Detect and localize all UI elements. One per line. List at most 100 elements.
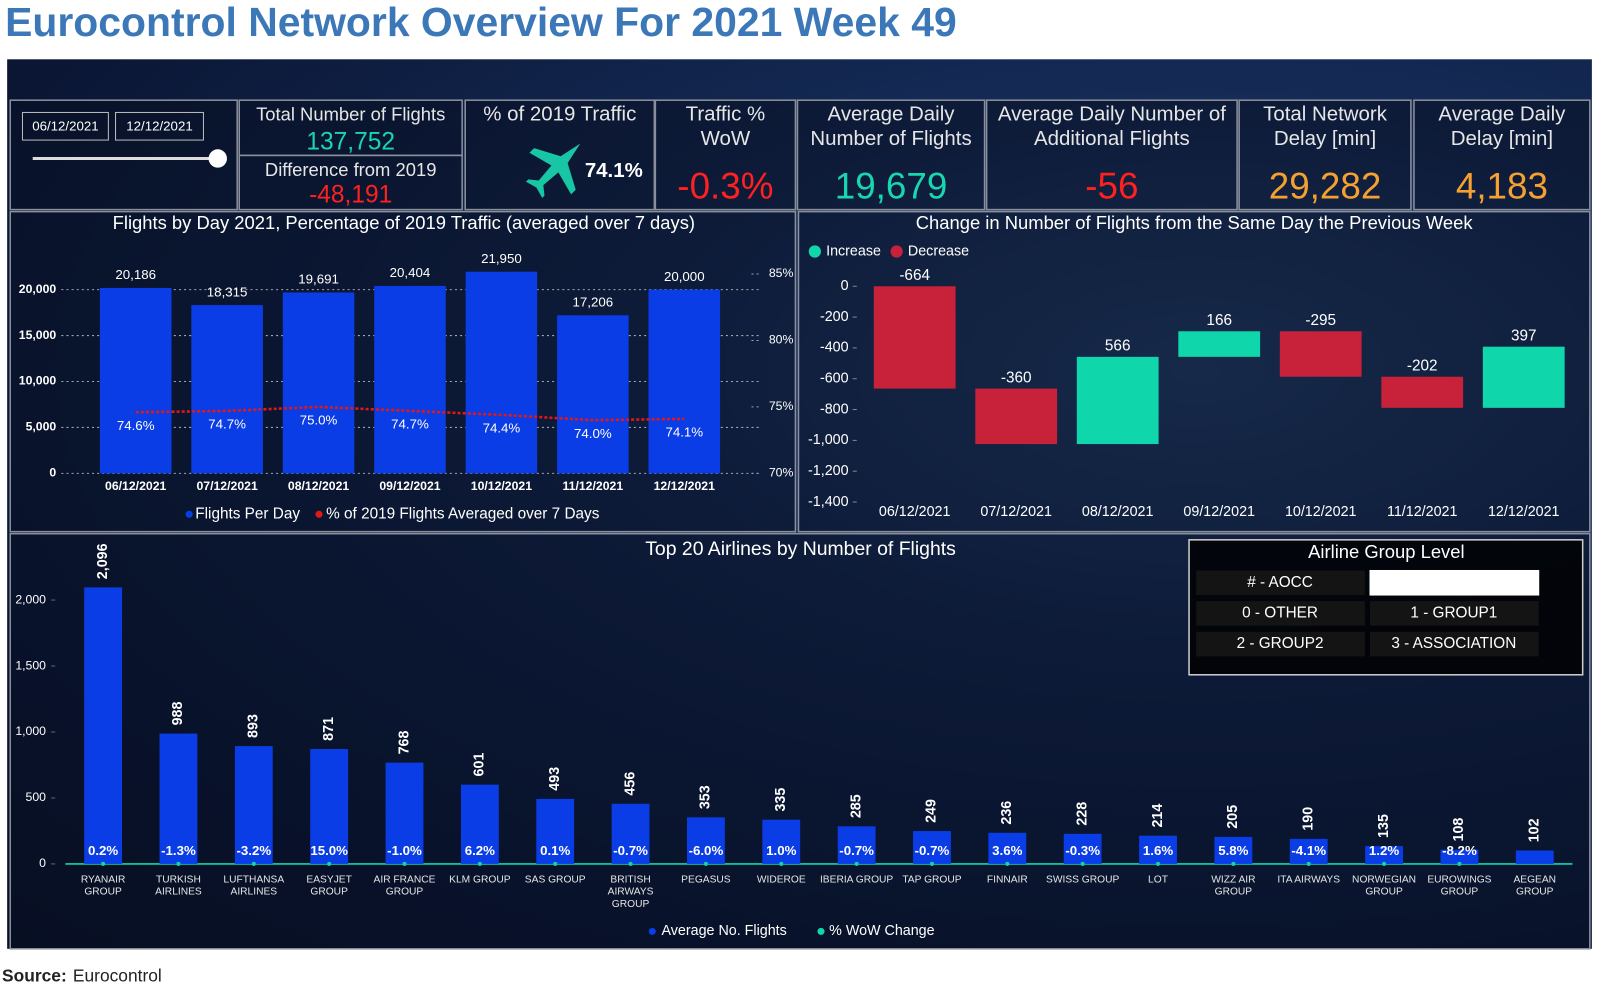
bar-value-label: 17,206 bbox=[573, 295, 614, 310]
slicer-option-label[interactable]: 2 - GROUP2 bbox=[1237, 635, 1324, 652]
wow-point bbox=[1306, 861, 1311, 866]
x-tick-label: SAS GROUP bbox=[524, 874, 586, 886]
legend-marker bbox=[648, 927, 656, 935]
bar bbox=[234, 746, 273, 864]
y-tick-label: 1,000 bbox=[15, 724, 46, 738]
kpi-card bbox=[464, 99, 656, 211]
legend-label: % WoW Change bbox=[829, 923, 934, 939]
x-tick-label: 08/12/2021 bbox=[288, 479, 349, 493]
y-tick-label: 10,000 bbox=[19, 374, 57, 388]
legend-marker bbox=[185, 510, 193, 518]
wow-point bbox=[1382, 861, 1387, 866]
waterfall-bar bbox=[1178, 331, 1261, 357]
line bbox=[135, 405, 685, 422]
bar-value-label: 493 bbox=[547, 767, 563, 791]
x-tick-label: 12/12/2021 bbox=[654, 479, 715, 493]
slicer-option[interactable] bbox=[1369, 569, 1540, 596]
bar bbox=[687, 817, 725, 864]
slicer-option-label[interactable]: 3 - ASSOCIATION bbox=[1391, 635, 1516, 652]
slicer-option-label[interactable]: 0 - OTHER bbox=[1242, 604, 1318, 621]
bar-value-label: 205 bbox=[1225, 805, 1241, 829]
bar bbox=[1139, 835, 1177, 864]
y-tick-label: 0 bbox=[49, 466, 56, 480]
slicer-option-label[interactable]: 1 - GROUP1 bbox=[1410, 604, 1497, 621]
slider-knob[interactable] bbox=[208, 149, 227, 168]
bar bbox=[648, 289, 721, 474]
chart-title: Top 20 Airlines by Number of Flights bbox=[645, 538, 956, 560]
x-tick-label: NORWEGIAN GROUP bbox=[1352, 874, 1417, 898]
legend-marker bbox=[808, 245, 821, 258]
bar-value-label: 214 bbox=[1150, 804, 1166, 828]
waterfall-bar bbox=[975, 388, 1058, 445]
bar-value-label: 768 bbox=[396, 731, 412, 755]
slicer-title: Airline Group Level bbox=[1308, 541, 1464, 562]
source: Source: Eurocontrol bbox=[2, 966, 162, 986]
kpi-value: 29,282 bbox=[1268, 164, 1382, 207]
slicer-option-label[interactable]: # - CONSOLIDATED bbox=[1383, 574, 1525, 591]
x-tick-label: AIR FRANCE GROUP bbox=[373, 874, 436, 898]
bar bbox=[557, 315, 629, 474]
date-end: 12/12/2021 bbox=[126, 118, 192, 133]
bar bbox=[536, 798, 575, 864]
legend-marker bbox=[890, 245, 903, 258]
wow-point bbox=[402, 861, 407, 866]
date-input[interactable] bbox=[21, 111, 109, 141]
bar-value-label: 2,096 bbox=[95, 543, 111, 579]
x-tick-label: LOT bbox=[1148, 874, 1168, 886]
bar-value-label: 228 bbox=[1074, 802, 1090, 826]
waterfall-bar bbox=[1076, 356, 1159, 445]
bar-value-label: 135 bbox=[1376, 814, 1392, 838]
y-tick-label: -800 bbox=[820, 401, 849, 417]
y-tick-label: -200 bbox=[820, 309, 849, 325]
kpi-label: Total Network Delay [min] bbox=[1263, 103, 1387, 151]
bar bbox=[1515, 850, 1554, 864]
x-tick-label: ITA AIRWAYS bbox=[1277, 874, 1341, 886]
slicer-option[interactable] bbox=[1370, 601, 1539, 626]
kpi-label: Average Daily Number of Flights bbox=[810, 103, 972, 151]
bar-value-label: -295 bbox=[1305, 312, 1336, 329]
line-value-label: 74.0% bbox=[574, 426, 612, 441]
legend-label: Decrease bbox=[908, 243, 969, 259]
source-label: Source: bbox=[2, 966, 67, 986]
bar bbox=[913, 831, 951, 864]
bar-value-label: -664 bbox=[899, 267, 930, 284]
wow-label: -0.7% bbox=[613, 843, 648, 858]
wow-point bbox=[1005, 861, 1010, 866]
bar-value-label: 102 bbox=[1527, 818, 1543, 842]
wow-label: -6.0% bbox=[689, 843, 724, 858]
line-value-label: 75.0% bbox=[300, 413, 338, 428]
bar bbox=[465, 271, 538, 474]
slicer-option-label[interactable]: # - AOCC bbox=[1247, 574, 1313, 591]
bar-value-label: 353 bbox=[698, 785, 714, 809]
bar bbox=[837, 826, 876, 864]
bar-value-label: 601 bbox=[472, 753, 488, 777]
y-tick-label: -600 bbox=[820, 371, 849, 387]
slicer-option[interactable] bbox=[1196, 631, 1365, 657]
date-input[interactable] bbox=[115, 111, 204, 141]
bar bbox=[1440, 849, 1479, 864]
kpi-card bbox=[1413, 99, 1591, 211]
slicer-option[interactable] bbox=[1370, 631, 1539, 657]
bar-value-label: 190 bbox=[1301, 807, 1317, 831]
y-tick-label: 20,000 bbox=[19, 282, 57, 296]
wow-label: -4.1% bbox=[1291, 843, 1326, 858]
kpi-label: Average Daily Number of Additional Fligh… bbox=[997, 103, 1226, 151]
legend-label: % of 2019 Flights Averaged over 7 Days bbox=[326, 505, 600, 522]
kpi-value: -48,191 bbox=[309, 180, 393, 209]
wow-label: 1.6% bbox=[1143, 843, 1173, 858]
kpi-card bbox=[238, 99, 463, 157]
wow-label: 1.0% bbox=[766, 843, 796, 858]
slicer-option[interactable] bbox=[1196, 570, 1365, 596]
wow-label: 15.0% bbox=[310, 843, 348, 858]
x-tick-label: FINNAIR bbox=[986, 874, 1028, 886]
y-tick-label: 2,000 bbox=[15, 592, 46, 606]
x-tick-label: RYANAIR GROUP bbox=[80, 874, 126, 898]
wow-point bbox=[779, 861, 784, 866]
date-start: 06/12/2021 bbox=[32, 118, 98, 133]
wow-label: -1.3% bbox=[161, 843, 196, 858]
kpi-value: 4,183 bbox=[1455, 164, 1548, 207]
wow-label: -0.7% bbox=[839, 843, 874, 858]
slicer-option[interactable] bbox=[1196, 601, 1365, 626]
y-tick-label: 0 bbox=[39, 856, 46, 870]
bar-value-label: 893 bbox=[246, 714, 262, 738]
